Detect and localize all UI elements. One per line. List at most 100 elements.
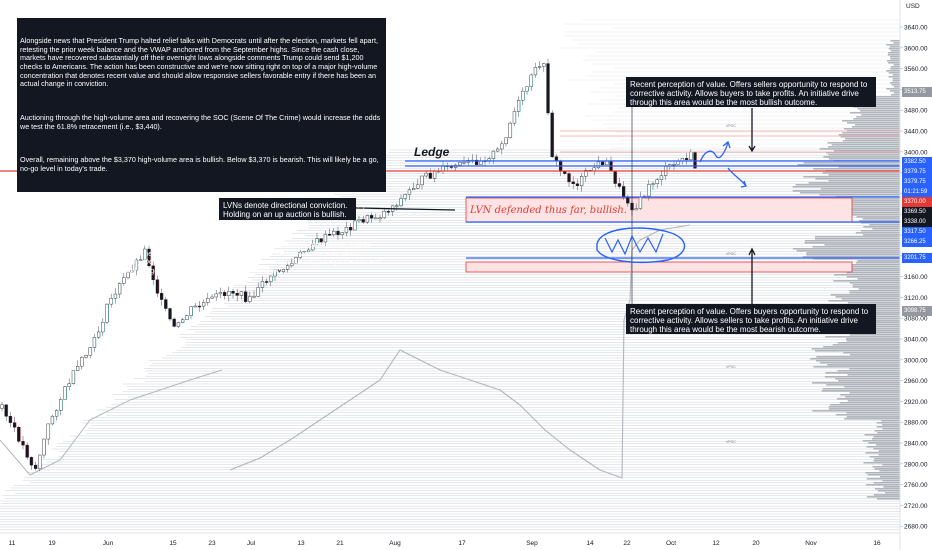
price-tag[interactable]: 3266.25	[902, 237, 932, 247]
vpoc-label: VPOC	[726, 365, 736, 369]
candle-body	[374, 217, 378, 220]
price-tick-label: 2800.00	[904, 461, 928, 468]
price-tick-label: 2760.00	[904, 482, 928, 489]
profile-bar	[886, 70, 900, 72]
candle-body	[227, 291, 231, 296]
profile-bar	[825, 372, 900, 374]
price-tag[interactable]: 3317.50	[902, 227, 932, 237]
profile-bar	[840, 394, 900, 396]
price-tick-label: 2960.00	[904, 378, 928, 385]
hand-drawn-annotations[interactable]	[355, 108, 756, 305]
candle-body	[525, 86, 529, 92]
countdown-tag[interactable]: 01:21:59	[902, 187, 932, 197]
profile-bar	[816, 360, 900, 362]
profile-bar	[856, 116, 900, 118]
profile-bar	[830, 294, 900, 296]
profile-bar	[868, 442, 900, 444]
profile-bar	[859, 102, 900, 104]
profile-bar	[808, 182, 900, 184]
profile-bar	[862, 234, 900, 236]
price-tick-label: 3400.00	[904, 149, 928, 156]
candle-body	[67, 383, 71, 387]
candle-body	[617, 183, 621, 187]
profile-bar	[889, 90, 900, 92]
profile-bar	[873, 460, 900, 462]
w-scribble	[604, 233, 664, 256]
profile-bar	[882, 424, 900, 426]
candle-body	[529, 74, 533, 88]
profile-bar	[828, 300, 900, 302]
balance-circle	[596, 227, 686, 263]
lvn-zone-upper[interactable]	[465, 197, 853, 223]
profile-bar	[842, 120, 900, 122]
candle-body	[655, 179, 659, 184]
profile-bar	[846, 338, 900, 340]
candle-body	[462, 161, 466, 164]
profile-bar	[849, 354, 900, 356]
lower-callout-arrow	[748, 247, 756, 305]
main-analysis-note[interactable]: Alongside news that President Trump halt…	[17, 18, 386, 275]
profile-bar	[873, 482, 900, 484]
lvn-zone-lower[interactable]	[465, 261, 853, 273]
candle-body	[491, 150, 495, 159]
profile-bar	[849, 368, 900, 370]
candle-body	[571, 181, 575, 184]
lvn-callout[interactable]: LVNs denote directional conviction. Hold…	[219, 198, 356, 220]
profile-bar	[806, 254, 900, 256]
price-tag[interactable]: 3098.75	[902, 306, 932, 316]
candle-body	[159, 293, 164, 300]
profile-bar	[811, 348, 900, 350]
price-axis[interactable]: 3640.003600.003560.003520.003480.003440.…	[900, 25, 928, 531]
profile-bar	[838, 134, 900, 136]
profile-bar	[888, 48, 900, 50]
profile-bar	[795, 184, 900, 186]
profile-bar	[865, 472, 900, 474]
price-tag[interactable]: 3201.75	[902, 253, 932, 263]
profile-bar	[832, 344, 900, 346]
profile-bar	[872, 466, 900, 468]
candle-body	[92, 336, 96, 348]
profile-bar	[849, 290, 900, 292]
candle-body	[685, 158, 689, 160]
price-tag[interactable]: 3379.75	[902, 167, 932, 177]
price-tag[interactable]: 3369.50	[902, 207, 932, 217]
profile-bar	[890, 58, 900, 60]
ledge-label[interactable]: Ledge	[414, 145, 450, 159]
candle-body	[84, 355, 88, 358]
profile-bar	[848, 264, 900, 266]
price-tick-label: 3040.00	[904, 337, 928, 344]
profile-bar	[855, 124, 900, 126]
last-price-tag[interactable]: 3370.00	[902, 197, 932, 207]
upper-value-callout[interactable]: Recent perception of value. Offers selle…	[626, 77, 876, 107]
candle-body	[500, 143, 504, 150]
lower-value-callout[interactable]: Recent perception of value. Offers buyer…	[626, 304, 876, 334]
price-tag[interactable]: 3379.75	[902, 177, 932, 187]
profile-bar	[813, 366, 900, 368]
profile-bar	[877, 498, 900, 500]
candle-body	[42, 438, 46, 456]
currency-label[interactable]: USD	[906, 3, 920, 10]
price-tick-label: 2880.00	[904, 420, 928, 427]
price-tag[interactable]: 3513.75	[902, 87, 932, 97]
profile-bar	[877, 490, 900, 492]
profile-bar	[889, 56, 900, 58]
time-tick-label: Jul	[247, 540, 256, 547]
time-axis[interactable]: 11 19 Jun 15 23 Jul 13 21 Aug 17 Sep 14 22 Oct 12 20 Nov…	[9, 540, 881, 547]
profile-bar	[860, 230, 900, 232]
price-tag[interactable]: 3338.00	[902, 217, 932, 227]
profile-bar	[828, 146, 900, 148]
profile-bar	[874, 430, 900, 432]
candle-body	[59, 399, 63, 411]
candle-body	[647, 184, 651, 197]
profile-bar	[835, 296, 900, 298]
candle-body	[361, 219, 365, 223]
candle-body	[46, 423, 50, 440]
profile-bar	[864, 98, 900, 100]
profile-bar	[819, 362, 900, 364]
profile-bar	[873, 448, 900, 450]
lvn-defended-label[interactable]: LVN defended thus far, bullish.	[470, 205, 627, 216]
profile-bar	[866, 496, 900, 498]
profile-bar	[843, 352, 900, 354]
price-tag[interactable]: 3382.50	[902, 157, 932, 167]
